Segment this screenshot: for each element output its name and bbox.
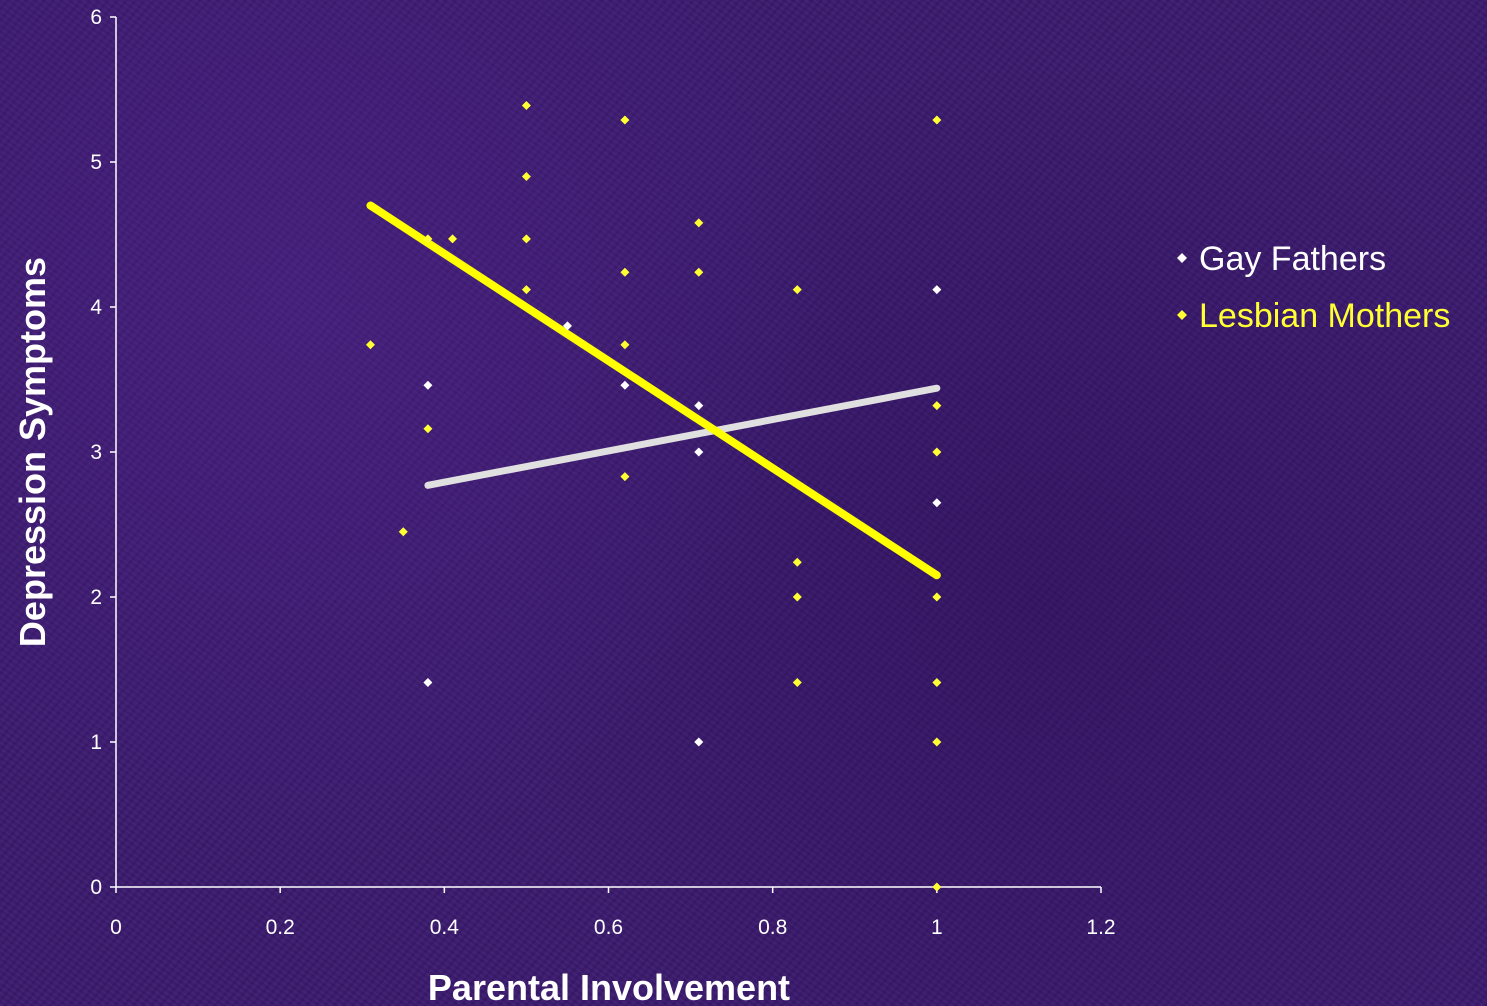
data-point-gay-fathers — [694, 401, 704, 411]
data-point-lesbian-mothers — [932, 882, 942, 892]
y-tick-label: 6 — [90, 6, 102, 29]
y-tick-label: 1 — [90, 731, 102, 754]
data-point-lesbian-mothers — [521, 100, 531, 110]
x-tick-label: 0.4 — [430, 916, 460, 939]
data-point-gay-fathers — [932, 498, 942, 508]
trendlines — [366, 201, 941, 580]
data-point-lesbian-mothers — [521, 172, 531, 181]
data-point-lesbian-mothers — [620, 472, 630, 482]
legend-item-gay-fathers: Gay Fathers — [1177, 240, 1386, 278]
y-axis: 0 1 2 3 4 5 6 — [90, 6, 117, 899]
data-point-lesbian-mothers — [792, 592, 802, 602]
data-point-gay-fathers — [620, 380, 630, 390]
data-point-lesbian-mothers — [620, 340, 630, 350]
x-tick-label: 0 — [110, 916, 122, 939]
legend-label-lesbian-mothers: Lesbian Mothers — [1199, 297, 1450, 335]
data-points — [365, 100, 942, 892]
data-point-lesbian-mothers — [932, 401, 942, 411]
x-axis-title: Parental Involvement — [428, 967, 790, 1006]
data-point-lesbian-mothers — [620, 115, 630, 125]
y-tick-label: 0 — [90, 876, 102, 899]
data-point-lesbian-mothers — [423, 234, 433, 244]
trendline-lesbian-mothers — [366, 201, 941, 580]
x-tick-label: 1.2 — [1086, 916, 1115, 939]
y-axis-title: Depression Symptoms — [12, 257, 53, 647]
legend-item-lesbian-mothers: Lesbian Mothers — [1177, 297, 1450, 335]
x-axis: 0 0.2 0.4 0.6 0.8 1 1.2 — [110, 886, 1116, 939]
trendline-gay-fathers — [424, 384, 941, 489]
data-point-gay-fathers — [694, 737, 704, 747]
data-point-lesbian-mothers — [792, 285, 802, 295]
data-point-lesbian-mothers — [448, 234, 458, 244]
data-point-lesbian-mothers — [521, 285, 531, 295]
data-point-lesbian-mothers — [792, 678, 802, 688]
data-point-lesbian-mothers — [932, 678, 942, 688]
x-tick-label: 0.8 — [758, 916, 787, 939]
data-point-gay-fathers — [932, 285, 942, 295]
data-point-lesbian-mothers — [365, 340, 375, 350]
data-point-gay-fathers — [694, 447, 704, 457]
y-tick-label: 5 — [90, 151, 102, 174]
data-point-gay-fathers — [562, 321, 572, 331]
y-tick-label: 4 — [90, 296, 102, 319]
data-point-lesbian-mothers — [620, 267, 630, 277]
y-tick-label: 3 — [90, 441, 102, 464]
data-point-lesbian-mothers — [932, 447, 942, 457]
data-point-lesbian-mothers — [932, 115, 942, 125]
x-tick-label: 0.2 — [266, 916, 295, 939]
data-point-gay-fathers — [423, 678, 433, 688]
data-point-lesbian-mothers — [932, 737, 942, 747]
data-point-lesbian-mothers — [694, 218, 704, 228]
data-point-lesbian-mothers — [398, 527, 408, 537]
legend-marker-lesbian-mothers — [1177, 310, 1187, 320]
data-point-lesbian-mothers — [694, 267, 704, 277]
y-tick-label: 2 — [90, 586, 102, 609]
legend-marker-gay-fathers — [1177, 253, 1187, 263]
legend: Gay Fathers Lesbian Mothers — [1177, 240, 1450, 335]
data-point-lesbian-mothers — [423, 424, 433, 434]
data-point-lesbian-mothers — [932, 592, 942, 602]
data-point-lesbian-mothers — [521, 234, 531, 244]
x-tick-label: 0.6 — [594, 916, 623, 939]
data-point-gay-fathers — [423, 380, 433, 390]
legend-label-gay-fathers: Gay Fathers — [1199, 240, 1386, 278]
data-point-lesbian-mothers — [792, 557, 802, 567]
x-tick-label: 1 — [931, 916, 943, 939]
